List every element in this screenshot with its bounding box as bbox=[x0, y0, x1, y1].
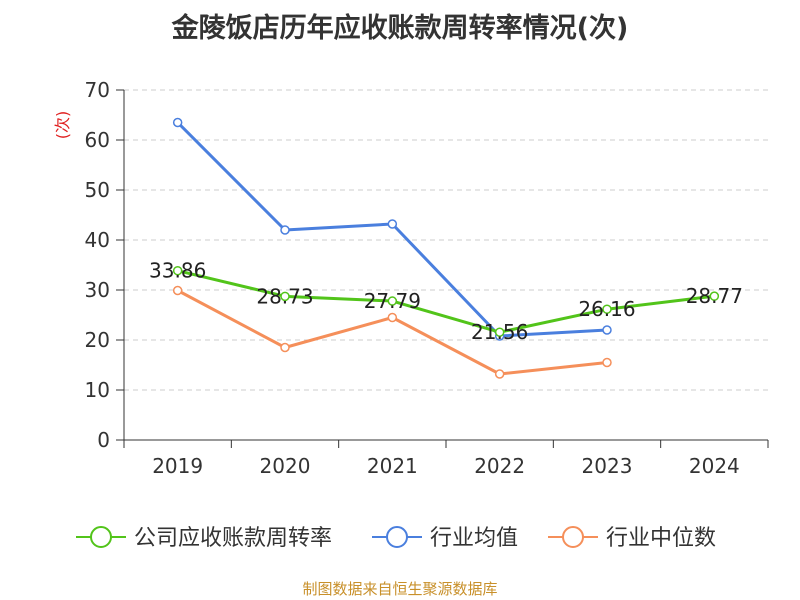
legend-item-0[interactable]: 公司应收账款周转率 bbox=[76, 526, 332, 551]
data-point-1-2019 bbox=[172, 117, 183, 128]
legend-item-2[interactable]: 行业中位数 bbox=[548, 526, 716, 551]
y-tick-label-60: 60 bbox=[85, 128, 110, 152]
y-tick-label-20: 20 bbox=[85, 328, 110, 352]
data-point-0-2022 bbox=[494, 327, 505, 337]
legend-item-1[interactable]: 行业均值 bbox=[372, 526, 518, 551]
legend: 公司应收账款周转率 行业均值 行业中位数 bbox=[76, 526, 716, 551]
source-note: 制图数据来自恒生聚源数据库 bbox=[302, 580, 498, 598]
data-label-2022: 21.56 bbox=[471, 320, 528, 344]
y-axis-label: (次) bbox=[53, 111, 72, 140]
x-tick-label-2021: 2021 bbox=[367, 454, 418, 478]
data-point-1-2021 bbox=[387, 219, 398, 229]
data-point-2-2019 bbox=[172, 285, 183, 296]
data-point-0-2019 bbox=[172, 265, 183, 276]
y-tick-label-0: 0 bbox=[97, 428, 110, 452]
legend-marker-0 bbox=[90, 526, 112, 548]
data-label-2019: 33.86 bbox=[149, 259, 206, 283]
y-tick-label-10: 10 bbox=[85, 378, 110, 402]
data-label-2020: 28.73 bbox=[256, 284, 313, 308]
legend-marker-2 bbox=[562, 526, 584, 548]
data-point-0-2024 bbox=[709, 291, 720, 301]
data-label-2023: 26.16 bbox=[578, 297, 635, 321]
data-point-2-2022 bbox=[494, 369, 505, 379]
data-labels: 33.86 28.73 27.79 21.56 26.16 28.77 bbox=[149, 259, 743, 345]
y-tick-label-40: 40 bbox=[85, 228, 110, 252]
x-tick-label-2023: 2023 bbox=[582, 454, 633, 478]
chart-title: 金陵饭店历年应收账款周转率情况(次) bbox=[171, 13, 629, 44]
data-point-2-2020 bbox=[280, 342, 290, 353]
data-label-2021: 27.79 bbox=[364, 289, 421, 313]
y-tick-label-50: 50 bbox=[85, 178, 110, 202]
legend-label-0: 公司应收账款周转率 bbox=[134, 526, 332, 551]
series-line-0 bbox=[177, 269, 715, 334]
x-tick-label-2024: 2024 bbox=[689, 454, 740, 478]
data-label-2024: 28.77 bbox=[686, 284, 743, 308]
series-group bbox=[172, 117, 720, 379]
data-point-0-2020 bbox=[280, 291, 290, 302]
data-point-1-2020 bbox=[280, 225, 290, 235]
x-tick-label-2022: 2022 bbox=[474, 454, 525, 478]
data-point-2-2021 bbox=[387, 312, 398, 323]
axes: 0 10 20 30 40 50 60 70 2019 2020 2021 2022 2023 2024 (… bbox=[53, 78, 769, 478]
data-point-1-2023 bbox=[602, 325, 612, 335]
x-tick-label-2020: 2020 bbox=[260, 454, 311, 478]
data-point-0-2021 bbox=[387, 296, 398, 306]
data-point-0-2023 bbox=[602, 304, 612, 314]
legend-label-1: 行业均值 bbox=[430, 526, 518, 551]
data-point-2-2023 bbox=[602, 357, 612, 368]
y-tick-label-30: 30 bbox=[85, 278, 110, 302]
legend-marker-1 bbox=[386, 526, 408, 548]
x-tick-label-2019: 2019 bbox=[152, 454, 203, 478]
legend-label-2: 行业中位数 bbox=[606, 526, 716, 551]
y-tick-label-70: 70 bbox=[85, 78, 110, 102]
